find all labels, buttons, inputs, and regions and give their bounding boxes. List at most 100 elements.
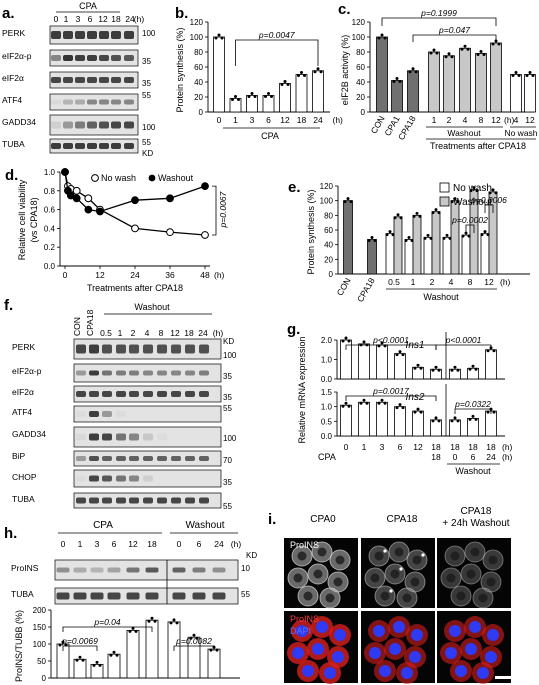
x-tick-label: 12 <box>95 270 105 280</box>
bar <box>107 653 121 679</box>
blot-band <box>124 55 134 61</box>
blot-strip <box>73 469 222 488</box>
blot-band <box>111 31 121 39</box>
x-tick-label: 18 <box>468 442 478 452</box>
panel-h-row-label: TUBA <box>11 589 34 599</box>
y-tick-label: 120 <box>320 182 334 191</box>
data-point <box>316 67 320 71</box>
panel-b-letter: b. <box>175 5 188 22</box>
bar <box>279 83 291 113</box>
nucleus-gray <box>456 591 466 601</box>
data-point <box>344 336 348 340</box>
nucleus-gray <box>297 551 307 561</box>
panel-h-group2: Washout <box>185 520 224 531</box>
legend-label: No wash <box>453 183 492 194</box>
panel-h-marker: 55 <box>241 590 250 599</box>
panel-i-proins-red-label: ProINS <box>290 614 319 624</box>
x-tick-label: 2 <box>447 115 452 125</box>
significance-bracket <box>484 204 494 213</box>
p-value: p=0.0006 <box>470 195 507 205</box>
data-point <box>267 92 270 95</box>
data-point <box>401 406 405 410</box>
nucleus-gray <box>370 573 380 583</box>
x-tick-label: 6 <box>471 452 476 462</box>
blot-band <box>192 567 206 573</box>
blot-band <box>116 497 126 504</box>
x-tick-label: 6 <box>266 115 271 125</box>
blot-band <box>143 475 153 482</box>
panel-f-lane: (h) <box>213 328 224 338</box>
nucleus-blue <box>302 665 314 677</box>
blot-band <box>99 99 109 105</box>
data-point <box>404 239 408 243</box>
y-tick-label: 20 <box>324 255 333 264</box>
data-point <box>58 643 62 647</box>
bar <box>187 636 201 679</box>
blot-band <box>126 592 140 600</box>
blot-band <box>75 121 85 129</box>
panel-a-letter: a. <box>2 5 15 22</box>
x-unit-label: (h) <box>333 115 344 125</box>
data-point <box>398 80 402 83</box>
y-tick-label: 200 <box>33 606 47 615</box>
x-tick-label: 18 <box>486 442 496 452</box>
nucleus-gray <box>488 555 498 565</box>
nucleus-gray <box>303 591 313 601</box>
x-tick-label: 1 <box>233 115 238 125</box>
y-tick-label: 40 <box>324 241 333 250</box>
data-point <box>437 211 441 215</box>
x-tick-label: 3 <box>380 442 385 452</box>
y-tick-label: 0.2 <box>44 243 56 252</box>
data-point <box>128 629 132 633</box>
x-tick-label: 0 <box>63 270 68 280</box>
gene-label: Ins1 <box>406 340 425 351</box>
data-point <box>528 71 532 74</box>
blot-band <box>89 497 99 504</box>
nucleus-blue <box>312 643 324 655</box>
x-axis-label: Treatments after CPA18 <box>430 141 526 151</box>
data-point <box>396 213 400 217</box>
data-point <box>380 398 384 402</box>
panel-f-lane: CPA18 <box>85 309 95 336</box>
x-tick-label: 12 <box>484 277 494 287</box>
blot-band <box>89 475 99 482</box>
bar <box>295 74 308 113</box>
data-point <box>414 70 418 74</box>
blot-band <box>51 99 61 105</box>
blot-band <box>185 370 195 376</box>
blot-band <box>116 456 126 461</box>
blot-band <box>102 370 112 376</box>
data-point <box>466 47 470 51</box>
panel-b: b. 0 20 40 60 80 100 120 Protein synthesis (%) 0… <box>175 5 343 141</box>
nucleus-blue <box>369 647 381 659</box>
bar <box>376 36 388 113</box>
blot-band <box>185 344 195 354</box>
nucleus-blue <box>401 667 413 679</box>
nucleus-gray <box>450 551 460 561</box>
panel-i: i. CPA0 CPA18 CPA18 + 24h Washout ProINS… <box>268 506 529 684</box>
blot-band <box>63 143 73 149</box>
data-point <box>450 200 454 204</box>
panel-f-marker: 100 <box>223 351 237 360</box>
bar <box>449 419 461 437</box>
nucleus-blue <box>292 647 304 659</box>
data-point <box>413 366 417 370</box>
data-point <box>450 419 454 423</box>
data-point <box>61 640 65 644</box>
panel-h-lane: (h) <box>231 539 242 549</box>
data-point <box>84 194 93 203</box>
blot-band <box>102 475 112 482</box>
data-point <box>482 53 486 56</box>
nucleus-gray <box>478 593 488 603</box>
y-tick-label: 60 <box>194 63 203 72</box>
panel-f-lane: CON <box>72 317 82 336</box>
data-point <box>469 189 473 193</box>
p-value: p=0.0047 <box>258 30 295 40</box>
legend-marker-nowash <box>91 174 99 182</box>
blot-band <box>172 567 186 573</box>
data-point <box>220 36 224 40</box>
blot-band <box>111 143 121 149</box>
data-point <box>72 194 81 203</box>
panel-a-row-label: TUBA <box>2 139 25 149</box>
puncta <box>383 549 387 553</box>
